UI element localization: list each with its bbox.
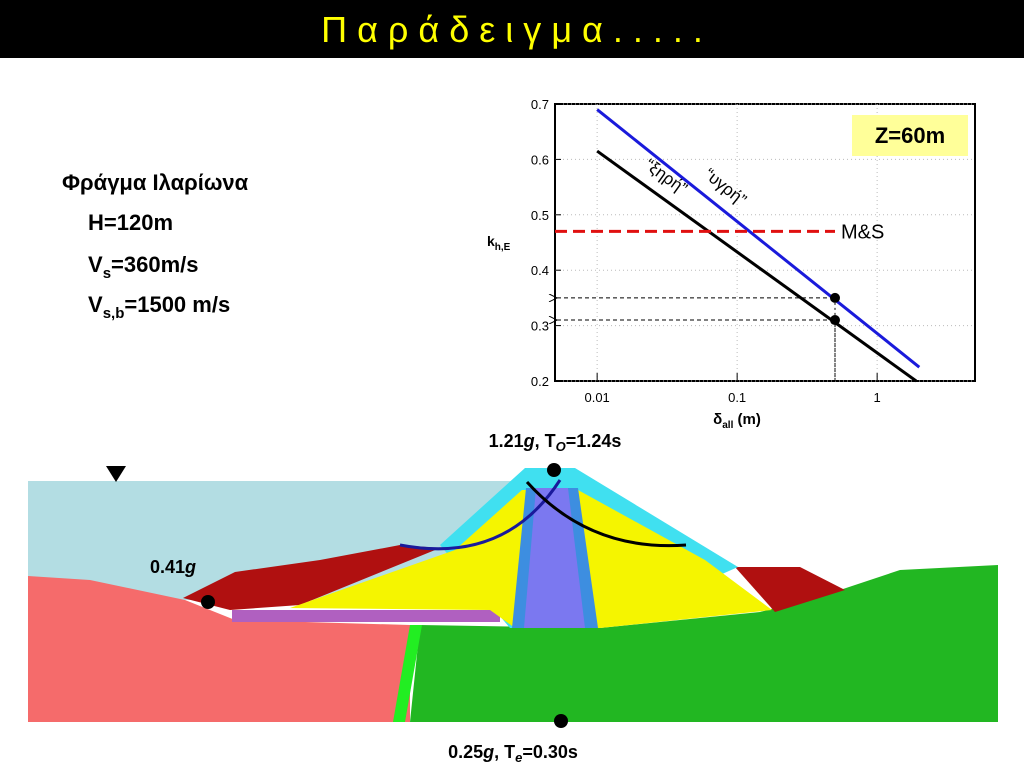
label-part: =0.30s (522, 742, 578, 762)
label-part: g (482, 742, 494, 762)
base-label: 0.25g, Te=0.30s (448, 742, 578, 765)
dam-name: Φράγμα Ιλαρίωνα (62, 170, 249, 195)
annotation-box (852, 115, 968, 156)
series-line (596, 108, 921, 369)
vs-value: =360m/s (111, 252, 198, 277)
series-line (596, 149, 918, 383)
label-part: , T (494, 742, 515, 762)
series-label: M&S (841, 221, 884, 243)
dam-height: H=120m (88, 210, 173, 235)
water-level-marker (106, 466, 126, 482)
vs-symbol: V (88, 252, 103, 277)
x-axis-label: δall (m) (713, 411, 761, 431)
y-tick-label: 0.6 (531, 152, 549, 167)
data-point (830, 315, 840, 326)
slide-title: Π α ρ ά δ ε ι γ μ α . . . . . (321, 9, 703, 50)
annotation: Z=60m (875, 123, 945, 148)
label-part: 0.25 (448, 742, 483, 762)
data-point (830, 292, 840, 303)
y-tick-label: 0.4 (531, 263, 549, 278)
y-axis-label: kh,E (487, 233, 511, 253)
y-tick-label: 0.2 (531, 374, 549, 389)
vsb-symbol: V (88, 292, 103, 317)
label-part: 0.41 (150, 557, 185, 577)
upstream-label: 0.41g (150, 557, 196, 577)
x-axis-unit: (m) (733, 411, 761, 428)
x-axis-sub: all (722, 420, 733, 431)
fault-zone (393, 625, 422, 722)
label-part: , T (535, 431, 556, 451)
upstream-cofferdam (183, 545, 440, 610)
x-tick-label: 0.01 (584, 390, 609, 405)
y-axis-symbol: k (487, 233, 495, 249)
vsb-text: Vs,b=1500 m/s (88, 292, 230, 322)
vs-text: Vs=360m/s (88, 252, 199, 282)
x-tick-label: 1 (874, 390, 881, 405)
downstream-cofferdam (735, 567, 845, 612)
core (524, 488, 585, 628)
label-part: g (184, 557, 196, 577)
base-point (554, 714, 568, 728)
slip-surface (525, 480, 687, 548)
dam-section (28, 463, 998, 728)
vsb-value: =1500 m/s (124, 292, 230, 317)
y-tick-label: 0.5 (531, 208, 549, 223)
vsb-sub: s,b (103, 305, 125, 322)
right-foundation (410, 565, 998, 722)
label-part: e (515, 750, 522, 765)
label-part: 1.21 (489, 431, 524, 451)
label-part: O (556, 439, 566, 454)
y-tick-label: 0.7 (531, 97, 549, 112)
header-bar (0, 0, 1024, 58)
vs-sub: s (103, 265, 111, 282)
label-part: g (523, 431, 535, 451)
y-tick-label: 0.3 (531, 319, 549, 334)
x-tick-label: 0.1 (728, 390, 746, 405)
x-axis-symbol: δ (713, 411, 722, 428)
crest-label: 1.21g, TO=1.24s (489, 431, 622, 454)
y-axis-sub: h,E (495, 242, 511, 253)
upstream-point (201, 595, 215, 609)
label-part: =1.24s (566, 431, 622, 451)
crest-point (547, 463, 561, 477)
left-foundation (28, 576, 410, 722)
upstream-blanket (232, 610, 500, 622)
